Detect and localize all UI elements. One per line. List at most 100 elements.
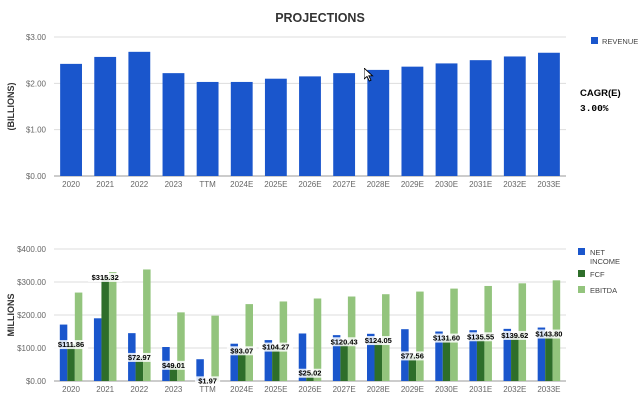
net-income-bar: [93, 318, 102, 381]
fcf-bar: [101, 276, 109, 381]
revenue-bar: [196, 81, 219, 176]
fcf-data-label-bg: [226, 346, 257, 356]
x-tick-label: 2030E: [435, 385, 458, 394]
x-tick-label: 2033E: [537, 385, 560, 394]
x-tick-label: 2032E: [503, 385, 526, 394]
fcf-data-label: $111.86: [58, 340, 84, 349]
ebitda-bar: [108, 272, 117, 381]
net-income-bar: [196, 359, 204, 381]
net-income-bar: [503, 328, 512, 381]
x-tick-label: 2023: [165, 180, 183, 189]
revenue-bar: [435, 63, 458, 176]
ebitda-bar: [74, 292, 83, 381]
ebitda-bar: [245, 304, 253, 381]
x-tick-label: 2033E: [537, 180, 560, 189]
fcf-data-label-bg: [531, 329, 567, 339]
revenue-bar: [469, 60, 492, 176]
x-tick-label: 2022: [130, 180, 148, 189]
y-tick-label: $2.00: [26, 79, 47, 88]
x-tick-label: 2026E: [298, 180, 321, 189]
fcf-data-label: $72.97: [128, 353, 151, 362]
y-tick-label: $0.00: [26, 377, 47, 386]
fcf-data-label: $315.32: [92, 273, 119, 282]
revenue-bar: [538, 52, 560, 176]
ebitda-bar: [143, 269, 151, 381]
legend-swatch-net-income: [578, 248, 585, 255]
x-tick-label: 2028E: [367, 180, 390, 189]
fcf-data-label: $49.01: [162, 361, 185, 370]
legend-label-ebitda: EBITDA: [590, 286, 617, 295]
fcf-data-label: $25.02: [299, 369, 322, 378]
legend-swatch-ebitda: [578, 286, 585, 293]
fcf-data-label-bg: [327, 337, 362, 347]
legend-swatch-revenue: [591, 37, 598, 44]
y-tick-label: $100.00: [17, 344, 46, 353]
net-income-bar: [469, 330, 477, 381]
x-tick-label: 2029E: [401, 180, 424, 189]
revenue-bar: [367, 69, 390, 176]
revenue-bar: [60, 63, 82, 176]
y-tick-label: $3.00: [26, 33, 47, 42]
x-tick-label: 2031E: [469, 180, 492, 189]
x-tick-label: 2031E: [469, 385, 492, 394]
cagr-value: 3.00%: [580, 103, 609, 114]
net-income-bar: [264, 340, 273, 381]
fcf-data-label-bg: [124, 352, 155, 362]
x-tick-label: 2029E: [401, 385, 424, 394]
net-income-bar: [332, 335, 341, 381]
revenue-bar: [128, 51, 151, 176]
fcf-data-label: $120.43: [331, 337, 358, 346]
x-tick-label: 2027E: [333, 180, 356, 189]
fcf-bar: [237, 350, 246, 381]
fcf-data-label-bg: [497, 330, 532, 340]
x-tick-label: 2020: [62, 180, 80, 189]
fcf-data-label-bg: [397, 351, 428, 361]
fcf-data-label: $139.62: [501, 331, 528, 340]
legend-swatch-fcf: [578, 270, 585, 277]
legend-label-net-income: NET INCOME: [590, 248, 620, 266]
revenue-bar: [333, 73, 356, 176]
fcf-data-label-bg: [158, 360, 189, 370]
fcf-data-label: $135.55: [467, 332, 494, 341]
revenue-bar: [503, 56, 526, 176]
revenue-bar: [299, 76, 321, 176]
net-income-bar: [230, 343, 238, 381]
x-tick-label: 2027E: [333, 385, 356, 394]
fcf-bar: [476, 336, 485, 381]
x-tick-label: 2028E: [367, 385, 390, 394]
x-tick-label: 2024E: [230, 385, 253, 394]
x-tick-label: 2025E: [264, 385, 287, 394]
ebitda-bar: [177, 312, 185, 381]
chart-title: PROJECTIONS: [275, 11, 365, 25]
y-tick-label: $0.00: [26, 172, 47, 181]
revenue-bar: [264, 78, 287, 176]
fcf-data-label-bg: [53, 340, 89, 350]
ebitda-bar: [279, 301, 288, 381]
ebitda-bar: [211, 315, 219, 381]
x-tick-label: 2021: [96, 180, 114, 189]
x-tick-label: TTM: [199, 180, 216, 189]
fcf-data-label-bg: [295, 368, 325, 378]
net-income-bar: [298, 333, 307, 381]
x-tick-label: 2026E: [298, 385, 321, 394]
fcf-bar: [545, 333, 553, 381]
x-tick-label: 2025E: [264, 180, 287, 189]
revenue-bar: [230, 81, 253, 176]
fcf-data-label: $124.05: [365, 336, 392, 345]
revenue-bar: [162, 73, 185, 176]
fcf-bar: [511, 334, 519, 381]
x-tick-label: 2030E: [435, 180, 458, 189]
fcf-data-label: $131.60: [433, 334, 460, 343]
fcf-data-label-bg: [195, 376, 221, 386]
y-tick-label: $300.00: [17, 278, 46, 287]
fcf-bar: [374, 340, 383, 381]
fcf-data-label: $104.27: [262, 343, 289, 352]
ebitda-bar: [313, 298, 322, 381]
net-income-bar: [435, 331, 443, 381]
fcf-data-label: $143.80: [535, 330, 562, 339]
fcf-bar: [169, 364, 178, 381]
fcf-data-label-bg: [361, 336, 396, 346]
x-tick-label: 2023: [165, 385, 183, 394]
x-tick-label: 2024E: [230, 180, 253, 189]
x-tick-label: TTM: [199, 385, 216, 394]
